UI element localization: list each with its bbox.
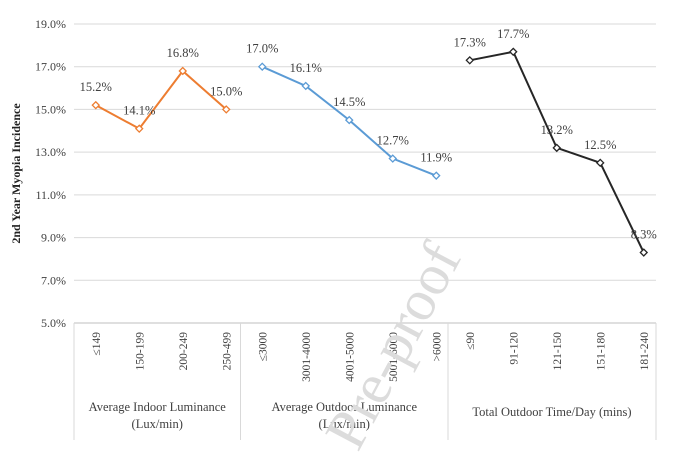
data-label: 15.2%	[80, 80, 112, 94]
data-point	[595, 158, 605, 168]
data-label: 13.2%	[541, 123, 573, 137]
data-point	[178, 66, 188, 76]
group-unit: (Lux/min)	[132, 417, 183, 431]
data-label: 17.7%	[497, 27, 529, 41]
y-axis: 5.0% 7.0% 9.0% 11.0% 13.0% 15.0% 17.0% 19.0%	[35, 17, 66, 330]
data-point	[431, 171, 441, 180]
data-point	[639, 248, 649, 257]
data-point	[134, 124, 144, 133]
data-label: 12.7%	[377, 134, 409, 148]
data-point	[344, 115, 354, 125]
category-label: 150-199	[134, 332, 146, 371]
y-tick-label: 15.0%	[35, 102, 66, 116]
y-tick-label: 7.0%	[41, 273, 66, 287]
data-point	[508, 47, 518, 57]
category-label: ≤149	[91, 332, 103, 356]
data-point	[465, 55, 475, 65]
category-label: 3001-4000	[301, 332, 313, 382]
group-unit: (Lux/min)	[319, 417, 370, 431]
category-label: ≤3000	[257, 332, 269, 362]
x-axis: ≤149 150-199 200-249 250-499 Average Indoor …	[73, 322, 657, 440]
series-3: 17.3% 17.7% 13.2% 12.5% 8.3%	[454, 27, 657, 257]
y-tick-label: 13.0%	[35, 145, 66, 159]
category-label: ≤90	[465, 332, 477, 350]
data-point	[257, 62, 267, 72]
data-label: 15.0%	[210, 84, 242, 98]
category-label: >6000	[431, 332, 443, 362]
data-label: 16.8%	[167, 46, 199, 60]
group-name: Total Outdoor Time/Day (mins)	[472, 405, 631, 419]
category-label: 151-180	[595, 332, 607, 371]
series-1: 15.2% 14.1% 16.8% 15.0%	[80, 46, 242, 133]
gridlines	[74, 23, 656, 324]
category-label: 121-150	[552, 332, 564, 371]
data-label: 14.1%	[123, 104, 155, 118]
category-label: 250-499	[221, 332, 233, 371]
category-label: 200-249	[178, 332, 190, 371]
watermark: Pre-proof	[312, 232, 474, 452]
data-point	[552, 143, 562, 153]
category-label: 5001-6000	[388, 332, 400, 382]
y-axis-label: 2nd Year Myopia Incidence	[9, 103, 23, 244]
y-tick-label: 9.0%	[41, 231, 66, 245]
data-label: 16.1%	[290, 61, 322, 75]
data-label: 17.0%	[246, 42, 278, 56]
data-point	[91, 100, 101, 110]
data-label: 14.5%	[333, 95, 365, 109]
data-label: 11.9%	[420, 151, 452, 165]
data-label: 17.3%	[454, 35, 486, 49]
data-point	[221, 105, 231, 114]
data-point	[301, 81, 311, 91]
data-label: 8.3%	[631, 228, 657, 242]
y-tick-label: 17.0%	[35, 60, 66, 74]
y-tick-label: 5.0%	[41, 316, 66, 330]
data-point	[388, 154, 398, 163]
series-line	[95, 69, 227, 130]
data-label: 12.5%	[584, 138, 616, 152]
series-2: 17.0% 16.1% 14.5% 12.7% 11.9%	[246, 42, 452, 180]
group-name: Average Outdoor Luminance	[271, 400, 417, 414]
category-label: 4001-5000	[344, 332, 356, 382]
group-name: Average Indoor Luminance	[89, 400, 227, 414]
y-tick-label: 19.0%	[35, 17, 66, 31]
series-lines: 15.2% 14.1% 16.8% 15.0% 17.0% 16.1% 14.5% 12.7%…	[80, 27, 657, 257]
category-label: 91-120	[508, 332, 520, 365]
category-label: 181-240	[639, 332, 651, 371]
y-tick-label: 11.0%	[35, 188, 66, 202]
